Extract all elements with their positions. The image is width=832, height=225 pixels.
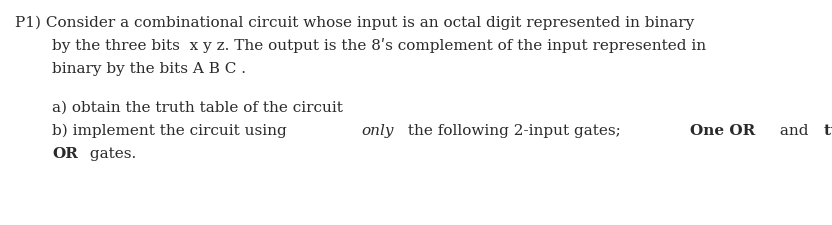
Text: OR: OR <box>52 147 78 161</box>
Text: by the three bits  x y z. The output is the 8ʹs complement of the input represen: by the three bits x y z. The output is t… <box>52 38 706 53</box>
Text: b) implement the circuit using: b) implement the circuit using <box>52 124 292 138</box>
Text: and: and <box>775 124 813 138</box>
Text: only: only <box>361 124 394 138</box>
Text: the following 2-input gates;: the following 2-input gates; <box>404 124 626 138</box>
Text: P1) Consider a combinational circuit whose input is an octal digit represented i: P1) Consider a combinational circuit who… <box>15 16 694 30</box>
Text: gates.: gates. <box>86 147 136 161</box>
Text: One OR: One OR <box>691 124 755 138</box>
Text: two X-: two X- <box>825 124 832 138</box>
Text: binary by the bits A B C .: binary by the bits A B C . <box>52 62 246 76</box>
Text: a) obtain the truth table of the circuit: a) obtain the truth table of the circuit <box>52 101 343 115</box>
